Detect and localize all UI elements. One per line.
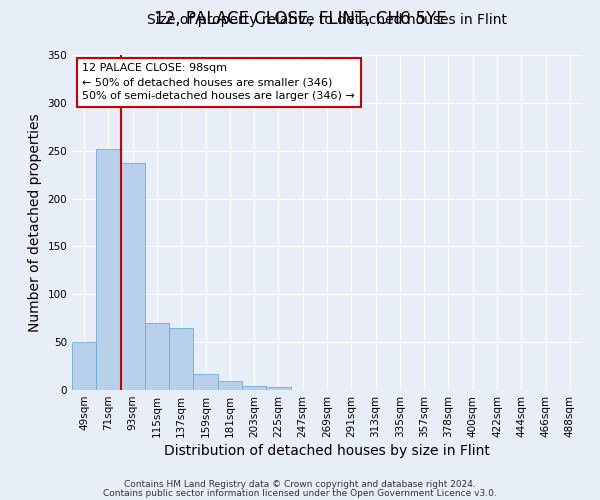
Text: 12, PALACE CLOSE, FLINT, CH6 5YE: 12, PALACE CLOSE, FLINT, CH6 5YE (154, 10, 446, 28)
Bar (145, 323, 169, 390)
Y-axis label: Number of detached properties: Number of detached properties (28, 113, 42, 332)
Text: Contains public sector information licensed under the Open Government Licence v3: Contains public sector information licen… (103, 488, 497, 498)
Bar (242, 386, 266, 390)
Bar (266, 387, 290, 390)
Bar (72, 342, 96, 390)
Text: Contains HM Land Registry data © Crown copyright and database right 2024.: Contains HM Land Registry data © Crown c… (124, 480, 476, 489)
Bar (169, 328, 193, 390)
Title: Size of property relative to detached houses in Flint: Size of property relative to detached ho… (147, 14, 507, 28)
Bar (121, 163, 145, 390)
Text: 12 PALACE CLOSE: 98sqm
← 50% of detached houses are smaller (346)
50% of semi-de: 12 PALACE CLOSE: 98sqm ← 50% of detached… (82, 64, 355, 102)
Bar (193, 374, 218, 390)
Bar (96, 149, 121, 390)
X-axis label: Distribution of detached houses by size in Flint: Distribution of detached houses by size … (164, 444, 490, 458)
Bar (218, 382, 242, 390)
